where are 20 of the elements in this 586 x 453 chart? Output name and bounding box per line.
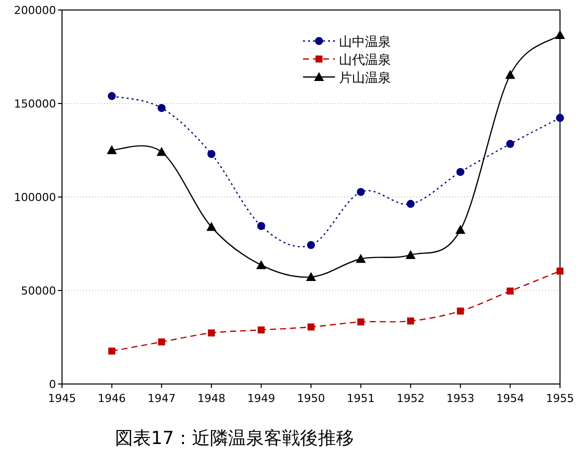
x-tick-label: 1955: [546, 392, 574, 405]
x-tick-label: 1949: [247, 392, 276, 405]
y-tick-label: 150000: [14, 98, 56, 110]
x-tick-label: 1945: [48, 392, 76, 405]
y-tick-label: 200000: [14, 4, 56, 17]
y-tick-label: 50000: [21, 284, 56, 298]
legend-label: 山代温泉: [339, 53, 391, 68]
x-tick-label: 1948: [197, 392, 226, 405]
legend-label: 山中温泉: [339, 35, 391, 50]
x-tick-label: 1947: [148, 392, 176, 405]
x-tick-label: 1954: [496, 392, 524, 405]
text: 図表17：近隣温泉客戦後推移: [115, 428, 354, 449]
x-tick-label: 1952: [396, 392, 425, 405]
x-tick-label: 1950: [297, 392, 325, 405]
x-tick-label: 1946: [98, 392, 126, 405]
y-tick-label: 100000: [14, 191, 56, 204]
x-tick-label: 1951: [346, 392, 375, 405]
x-tick-label: 1953: [446, 392, 474, 405]
legend-label: 片山温泉: [339, 71, 391, 86]
y-tick-label: 0: [49, 378, 56, 391]
